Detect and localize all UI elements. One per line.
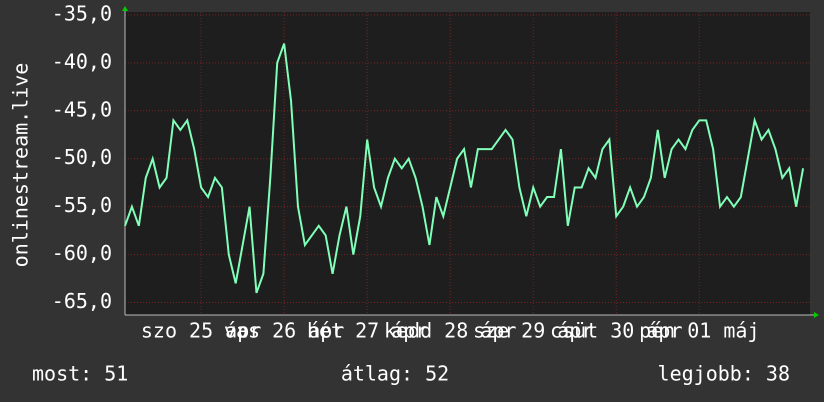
y-tick-label: -50,0: [52, 145, 112, 169]
summary-stat: legjobb: 38: [658, 362, 790, 386]
data-line: [124, 43, 805, 294]
y-tick-label: -35,0: [52, 1, 112, 25]
x-tick-label: csüt 30 ápr: [550, 319, 682, 343]
x-tick-label: vas 26 ápr: [224, 319, 344, 343]
summary-stat: átlag: 52: [341, 362, 449, 386]
y-tick-label: -45,0: [52, 97, 112, 121]
x-tick-label: pén 01 máj: [639, 319, 759, 343]
y-tick-label: -40,0: [52, 49, 112, 73]
x-tick-label: szo 25 ápr: [141, 319, 261, 343]
x-tick-label: kedd 28 ápr: [384, 319, 516, 343]
y-tick-label: -60,0: [52, 241, 112, 265]
x-axis-arrow: [814, 312, 819, 318]
x-tick-label: hét 27 ápr: [307, 319, 427, 343]
y-axis-arrow: [122, 6, 128, 11]
x-tick-label: sze 29 ápr: [473, 319, 593, 343]
y-tick-label: -55,0: [52, 193, 112, 217]
y-tick-label: -65,0: [52, 289, 112, 313]
y-axis-label: onlinestream.live: [9, 63, 33, 268]
summary-stat: most: 51: [32, 362, 128, 386]
